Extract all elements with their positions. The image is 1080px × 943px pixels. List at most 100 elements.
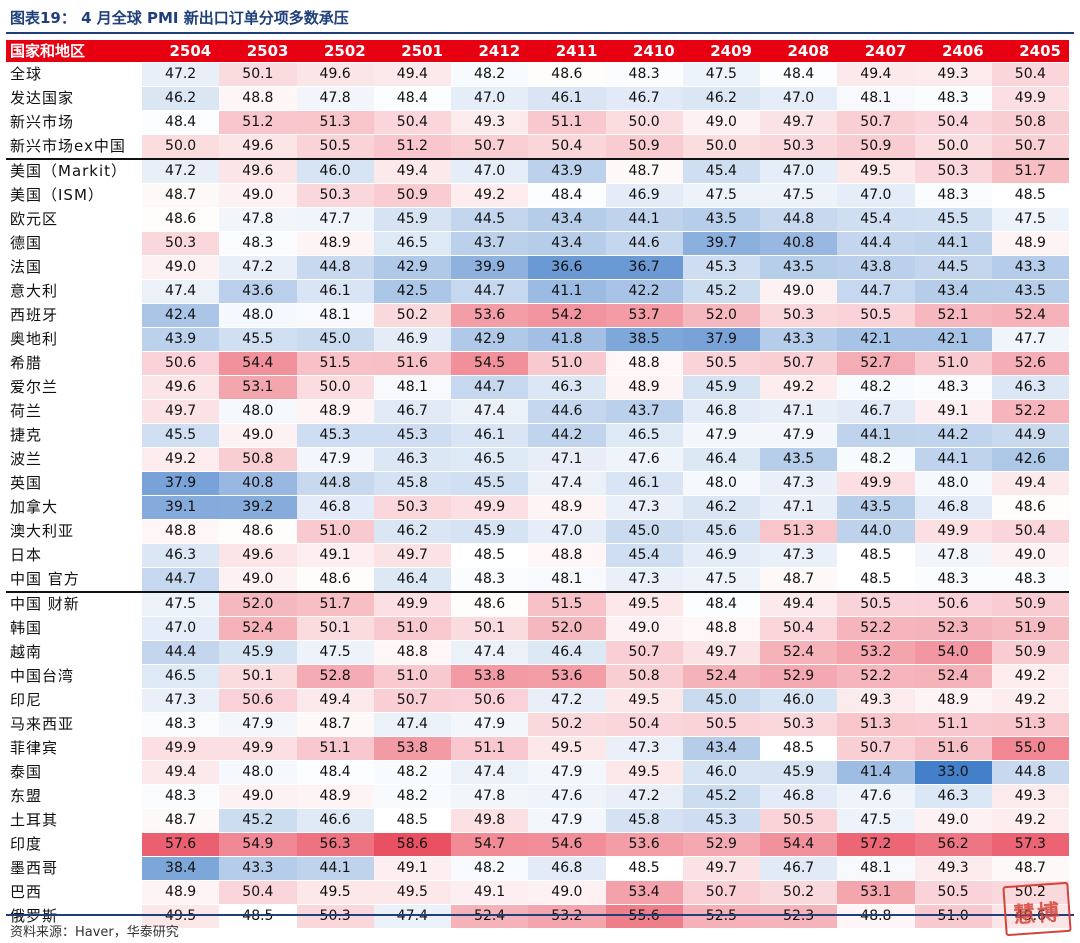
- heatmap-cell: 52.1: [914, 303, 992, 328]
- heatmap-cell: 37.9: [682, 327, 760, 352]
- heatmap-cell: 50.6: [142, 351, 220, 376]
- heatmap-cell: 47.2: [142, 62, 220, 87]
- heatmap-cell: 47.7: [296, 207, 374, 232]
- heatmap-cell: 48.4: [296, 760, 374, 785]
- heatmap-cell: 48.1: [837, 856, 915, 881]
- heatmap-cell: 45.0: [296, 327, 374, 352]
- heatmap-cell: 50.3: [142, 231, 220, 256]
- heatmap-cell: 50.1: [296, 616, 374, 641]
- heatmap-cell: 43.3: [219, 856, 297, 881]
- heatmap-cell: 42.6: [991, 447, 1069, 472]
- row-label: 加拿大: [6, 495, 142, 520]
- table-row: 捷克 45.5 49.0 45.3 45.3 46.1 44.2 46.5 47.9 47.9 44…: [6, 423, 1069, 448]
- heatmap-cell: 52.4: [760, 640, 838, 665]
- heatmap-cell: 48.0: [219, 303, 297, 328]
- heatmap-cell: 52.0: [528, 616, 606, 641]
- heatmap-cell: 52.9: [760, 664, 838, 689]
- heatmap-cell: 48.7: [991, 856, 1069, 881]
- heatmap-cell: 48.1: [296, 303, 374, 328]
- heatmap-cell: 45.3: [373, 423, 451, 448]
- heatmap-cell: 51.3: [760, 519, 838, 544]
- row-label: 奥地利: [6, 327, 142, 352]
- heatmap-cell: 47.5: [682, 567, 760, 593]
- heatmap-cell: 41.1: [528, 279, 606, 304]
- heatmap-cell: 38.4: [142, 856, 220, 881]
- heatmap-cell: 42.9: [451, 327, 529, 352]
- row-label: 新兴市场ex中国: [6, 134, 142, 160]
- heatmap-cell: 50.4: [605, 712, 683, 737]
- heatmap-cell: 47.8: [914, 543, 992, 568]
- heatmap-cell: 53.7: [605, 303, 683, 328]
- heatmap-cell: 48.9: [296, 231, 374, 256]
- heatmap-cell: 49.6: [219, 543, 297, 568]
- heatmap-cell: 50.7: [837, 736, 915, 761]
- heatmap-cell: 50.7: [451, 134, 529, 160]
- heatmap-cell: 49.1: [373, 856, 451, 881]
- heatmap-cell: 43.9: [528, 158, 606, 184]
- heatmap-cell: 49.4: [760, 591, 838, 617]
- heatmap-cell: 49.4: [296, 688, 374, 713]
- heatmap-cell: 51.1: [296, 736, 374, 761]
- heatmap-cell: 55.0: [991, 736, 1069, 761]
- heatmap-cell: 44.9: [991, 423, 1069, 448]
- heatmap-cell: 48.1: [837, 86, 915, 111]
- heatmap-cell: 51.6: [373, 351, 451, 376]
- heatmap-cell: 46.8: [528, 856, 606, 881]
- heatmap-cell: 49.0: [682, 110, 760, 135]
- heatmap-cell: 49.1: [914, 399, 992, 424]
- heatmap-cell: 54.5: [451, 351, 529, 376]
- heatmap-cell: 43.6: [219, 279, 297, 304]
- heatmap-cell: 50.8: [991, 110, 1069, 135]
- column-header: 2504: [142, 40, 220, 63]
- heatmap-cell: 49.1: [451, 880, 529, 905]
- heatmap-cell: 48.7: [142, 808, 220, 833]
- heatmap-cell: 46.1: [296, 279, 374, 304]
- heatmap-cell: 50.1: [451, 616, 529, 641]
- row-label: 韩国: [6, 616, 142, 641]
- heatmap-cell: 48.3: [914, 567, 992, 593]
- row-label: 法国: [6, 255, 142, 280]
- heatmap-cell: 46.6: [296, 808, 374, 833]
- heatmap-cell: 47.2: [219, 255, 297, 280]
- heatmap-cell: 49.4: [142, 760, 220, 785]
- column-header: 2501: [373, 40, 451, 63]
- row-label: 土耳其: [6, 808, 142, 833]
- heatmap-cell: 53.6: [605, 832, 683, 857]
- heatmap-cell: 43.5: [682, 207, 760, 232]
- table-row: 东盟 48.3 49.0 48.9 48.2 47.8 47.6 47.2 45.2 46.8 47…: [6, 784, 1069, 809]
- heatmap-cell: 45.9: [219, 640, 297, 665]
- heatmap-cell: 47.4: [373, 712, 451, 737]
- heatmap-cell: 48.5: [605, 856, 683, 881]
- heatmap-cell: 41.4: [837, 760, 915, 785]
- heatmap-cell: 47.0: [451, 158, 529, 184]
- heatmap-cell: 48.0: [914, 471, 992, 496]
- heatmap-cell: 50.5: [837, 591, 915, 617]
- heatmap-cell: 48.3: [991, 567, 1069, 593]
- row-label: 全球: [6, 62, 142, 87]
- heatmap-cell: 46.9: [682, 543, 760, 568]
- heatmap-cell: 47.9: [528, 760, 606, 785]
- heatmap-cell: 43.7: [451, 231, 529, 256]
- heatmap-cell: 51.1: [451, 736, 529, 761]
- heatmap-cell: 46.3: [142, 543, 220, 568]
- heatmap-cell: 49.9: [451, 495, 529, 520]
- heatmap-cell: 50.4: [991, 62, 1069, 87]
- heatmap-cell: 48.3: [914, 183, 992, 208]
- chart-title: 图表19： 4 月全球 PMI 新出口订单分项多数承压: [10, 9, 349, 27]
- heatmap-cell: 48.6: [219, 519, 297, 544]
- heatmap-cell: 45.6: [682, 519, 760, 544]
- heatmap-cell: 37.9: [142, 471, 220, 496]
- heatmap-cell: 47.4: [373, 904, 451, 929]
- table-row: 韩国 47.0 52.4 50.1 51.0 50.1 52.0 49.0 48.8 50.4 52…: [6, 616, 1069, 641]
- column-header: 2405: [991, 40, 1069, 63]
- heatmap-cell: 51.0: [373, 616, 451, 641]
- heatmap-cell: 50.5: [682, 351, 760, 376]
- row-label: 菲律宾: [6, 736, 142, 761]
- heatmap-cell: 49.5: [837, 158, 915, 184]
- column-header: 2410: [605, 40, 683, 63]
- heatmap-cell: 50.7: [605, 640, 683, 665]
- heatmap-cell: 48.3: [219, 231, 297, 256]
- heatmap-cell: 50.5: [914, 880, 992, 905]
- table-body: 全球 47.2 50.1 49.6 49.4 48.2 48.6 48.3 47.5 48.4 49…: [6, 62, 1069, 929]
- heatmap-cell: 46.2: [373, 519, 451, 544]
